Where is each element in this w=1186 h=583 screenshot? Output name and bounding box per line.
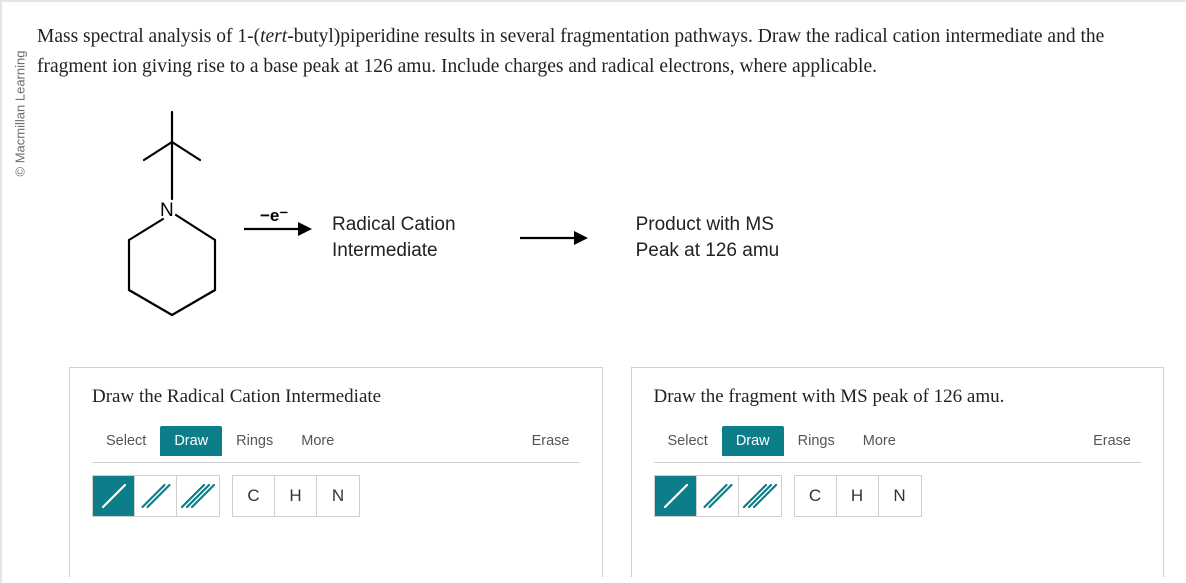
left-tools: CHN [92, 475, 580, 517]
left-toolbar: SelectDrawRingsMore Erase [92, 426, 580, 463]
left-bond-group [92, 475, 220, 517]
left-panel-title: Draw the Radical Cation Intermediate [92, 386, 580, 408]
right-tab-more[interactable]: More [849, 426, 910, 456]
right-tabs: SelectDrawRingsMore [654, 426, 910, 456]
right-tab-select[interactable]: Select [654, 426, 722, 456]
right-bond-group [654, 475, 782, 517]
stage-2-label: Product with MS Peak at 126 amu [636, 212, 780, 263]
right-toolbar: SelectDrawRingsMore Erase [654, 426, 1142, 463]
molecule-svg: N [92, 102, 252, 332]
right-bond-double[interactable] [697, 476, 739, 516]
right-tab-draw[interactable]: Draw [722, 426, 784, 456]
left-element-c[interactable]: C [233, 476, 275, 516]
arrow-1-group: −e⁻ [242, 218, 312, 258]
drawing-panels: Draw the Radical Cation Intermediate Sel… [69, 367, 1164, 577]
left-bond-double[interactable] [135, 476, 177, 516]
right-element-n[interactable]: N [879, 476, 921, 516]
left-element-h[interactable]: H [275, 476, 317, 516]
left-tab-draw[interactable]: Draw [160, 426, 222, 456]
stage-1-label: Radical Cation Intermediate [332, 212, 456, 263]
left-tab-rings[interactable]: Rings [222, 426, 287, 456]
copyright-text: © Macmillan Learning [13, 51, 28, 177]
left-tab-more[interactable]: More [287, 426, 348, 456]
left-elem-group: CHN [232, 475, 360, 517]
right-element-c[interactable]: C [795, 476, 837, 516]
question-text: Mass spectral analysis of 1-(tert-butyl)… [37, 22, 1168, 82]
content: Mass spectral analysis of 1-(tert-butyl)… [37, 22, 1168, 583]
right-erase-button[interactable]: Erase [1083, 427, 1141, 455]
left-element-n[interactable]: N [317, 476, 359, 516]
left-panel: Draw the Radical Cation Intermediate Sel… [69, 367, 603, 577]
copyright-label: © Macmillan Learning [8, 16, 32, 216]
right-panel: Draw the fragment with MS peak of 126 am… [631, 367, 1165, 577]
right-elem-group: CHN [794, 475, 922, 517]
n-atom-label: N [160, 200, 174, 221]
left-bond-single[interactable] [93, 476, 135, 516]
right-panel-title: Draw the fragment with MS peak of 126 am… [654, 386, 1142, 408]
right-tools: CHN [654, 475, 1142, 517]
page: © Macmillan Learning Mass spectral analy… [0, 0, 1186, 583]
reaction-row: −e⁻ Radical Cation Intermediate Product … [242, 212, 779, 263]
right-element-h[interactable]: H [837, 476, 879, 516]
left-tabs: SelectDrawRingsMore [92, 426, 348, 456]
left-bond-triple[interactable] [177, 476, 219, 516]
electron-loss-label: −e⁻ [260, 206, 288, 226]
left-erase-button[interactable]: Erase [522, 427, 580, 455]
right-tab-rings[interactable]: Rings [784, 426, 849, 456]
right-bond-single[interactable] [655, 476, 697, 516]
left-tab-select[interactable]: Select [92, 426, 160, 456]
arrow-2-icon [518, 227, 588, 249]
starting-molecule: N [92, 102, 252, 337]
right-bond-triple[interactable] [739, 476, 781, 516]
